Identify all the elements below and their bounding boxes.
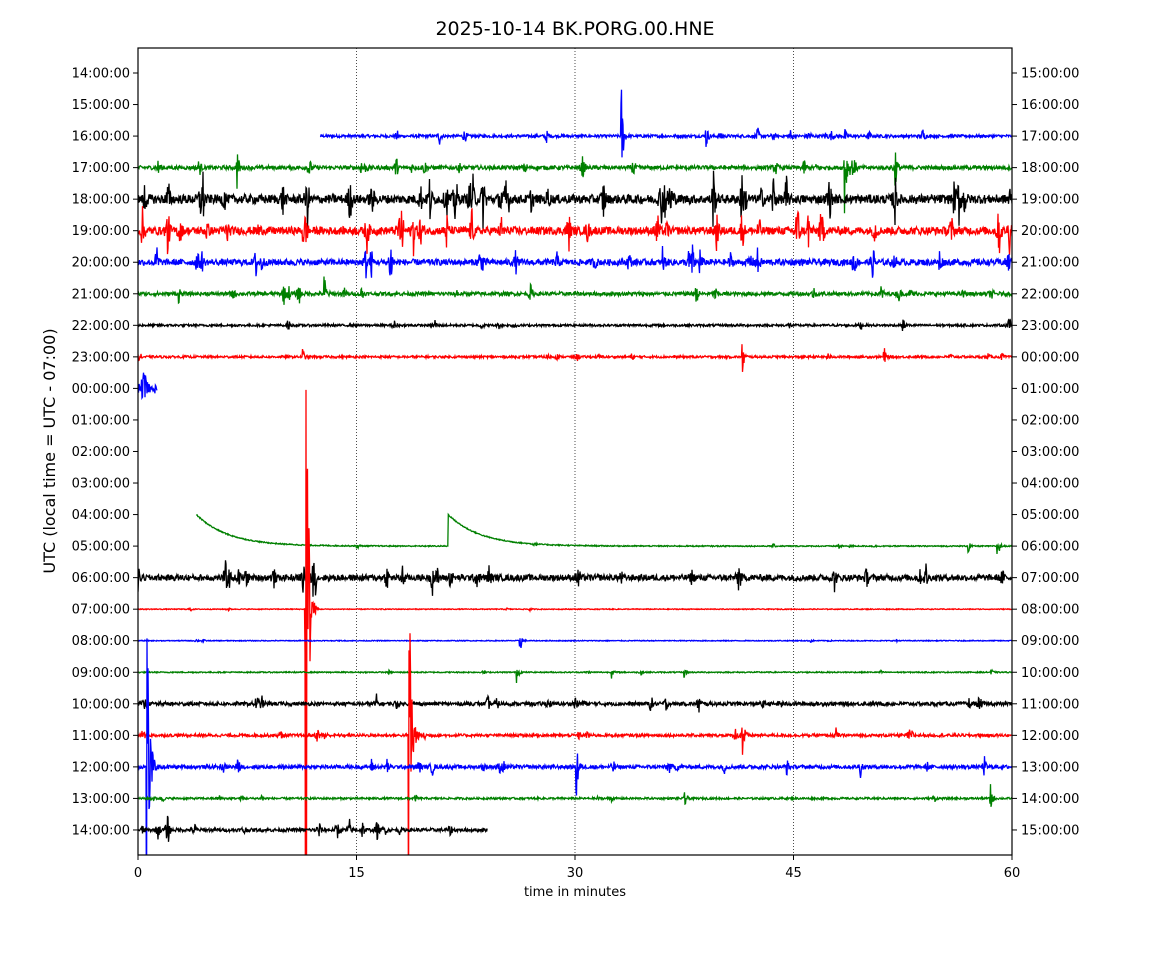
y-tick-label-right: 20:00:00 <box>1021 224 1079 239</box>
y-tick-label-left: 17:00:00 <box>72 161 130 176</box>
y-tick-label-right: 09:00:00 <box>1021 634 1079 649</box>
trace-row <box>138 693 1012 713</box>
y-tick-label-right: 14:00:00 <box>1021 792 1079 807</box>
y-tick-label-left: 20:00:00 <box>72 256 130 271</box>
y-tick-label-right: 03:00:00 <box>1021 445 1079 460</box>
y-tick-label-right: 22:00:00 <box>1021 287 1079 302</box>
y-tick-label-left: 18:00:00 <box>72 193 130 208</box>
trace-row <box>138 170 1012 230</box>
y-tick-label-right: 13:00:00 <box>1021 760 1079 775</box>
trace-row <box>138 633 1012 855</box>
y-tick-label-right: 06:00:00 <box>1021 540 1079 555</box>
y-tick-label-left: 00:00:00 <box>72 382 130 397</box>
grid-lines <box>356 48 794 855</box>
y-tick-label-right: 07:00:00 <box>1021 571 1079 586</box>
y-tick-label-right: 15:00:00 <box>1021 823 1079 838</box>
y-tick-label-right: 08:00:00 <box>1021 603 1079 618</box>
trace-row <box>195 512 1012 555</box>
y-tick-label-left: 08:00:00 <box>72 634 130 649</box>
y-tick-label-left: 12:00:00 <box>72 760 130 775</box>
trace-row <box>138 638 1012 649</box>
x-tick-label: 0 <box>134 866 142 881</box>
y-tick-label-right: 01:00:00 <box>1021 382 1079 397</box>
y-tick-label-left: 14:00:00 <box>72 823 130 838</box>
y-tick-label-left: 05:00:00 <box>72 540 130 555</box>
y-tick-label-left: 07:00:00 <box>72 603 130 618</box>
y-tick-label-left: 13:00:00 <box>72 792 130 807</box>
y-tick-label-left: 22:00:00 <box>72 319 130 334</box>
trace-row <box>138 638 1012 855</box>
trace-row <box>138 389 1012 855</box>
y-axis-label: UTC (local time = UTC - 07:00) <box>40 328 59 573</box>
trace-row <box>138 668 1012 684</box>
x-tick-label: 15 <box>348 866 365 881</box>
y-tick-label-right: 10:00:00 <box>1021 666 1079 681</box>
y-tick-label-left: 15:00:00 <box>72 98 130 113</box>
x-tick-label: 60 <box>1004 866 1021 881</box>
y-tick-label-right: 05:00:00 <box>1021 508 1079 523</box>
y-tick-label-left: 06:00:00 <box>72 571 130 586</box>
y-tick-label-left: 14:00:00 <box>72 67 130 82</box>
y-tick-label-left: 23:00:00 <box>72 350 130 365</box>
y-tick-label-right: 02:00:00 <box>1021 413 1079 428</box>
trace-row <box>138 372 158 401</box>
y-tick-label-right: 15:00:00 <box>1021 67 1079 82</box>
trace-row <box>138 560 1012 597</box>
y-tick-label-right: 11:00:00 <box>1021 697 1079 712</box>
y-tick-label-left: 04:00:00 <box>72 508 130 523</box>
trace-row <box>138 318 1012 332</box>
y-tick-labels-right: 15:00:00 16:00:00 17:00:00 18:00:00 19:00:00… <box>1012 67 1079 838</box>
y-tick-label-left: 02:00:00 <box>72 445 130 460</box>
y-tick-label-left: 16:00:00 <box>72 130 130 145</box>
trace-row <box>138 244 1012 279</box>
y-tick-label-left: 10:00:00 <box>72 697 130 712</box>
y-tick-label-right: 17:00:00 <box>1021 130 1079 145</box>
y-tick-label-left: 21:00:00 <box>72 287 130 302</box>
y-tick-label-left: 11:00:00 <box>72 729 130 744</box>
x-tick-labels: 0 15 30 45 60 <box>134 855 1020 881</box>
y-tick-label-right: 00:00:00 <box>1021 350 1079 365</box>
y-tick-label-right: 19:00:00 <box>1021 193 1079 208</box>
x-axis-label: time in minutes <box>524 885 626 900</box>
trace-row <box>138 344 1012 372</box>
trace-row <box>319 89 1012 158</box>
y-tick-label-left: 01:00:00 <box>72 413 130 428</box>
trace-row <box>138 815 488 842</box>
y-tick-label-right: 21:00:00 <box>1021 256 1079 271</box>
x-tick-label: 30 <box>567 866 584 881</box>
y-tick-label-right: 04:00:00 <box>1021 477 1079 492</box>
y-tick-label-left: 03:00:00 <box>72 477 130 492</box>
x-tick-label: 45 <box>785 866 802 881</box>
y-tick-label-left: 19:00:00 <box>72 224 130 239</box>
trace-row <box>138 152 1012 214</box>
trace-row <box>138 206 1012 257</box>
y-tick-label-right: 16:00:00 <box>1021 98 1079 113</box>
trace-row <box>138 784 1012 807</box>
y-tick-label-left: 09:00:00 <box>72 666 130 681</box>
y-tick-labels-left: 14:00:00 15:00:00 16:00:00 17:00:00 18:00:00… <box>72 67 138 838</box>
chart-title: 2025-10-14 BK.PORG.00.HNE <box>435 18 714 40</box>
y-tick-label-right: 12:00:00 <box>1021 729 1079 744</box>
y-tick-label-right: 18:00:00 <box>1021 161 1079 176</box>
y-tick-label-right: 23:00:00 <box>1021 319 1079 334</box>
trace-row <box>138 276 1012 305</box>
traces <box>138 89 1012 855</box>
